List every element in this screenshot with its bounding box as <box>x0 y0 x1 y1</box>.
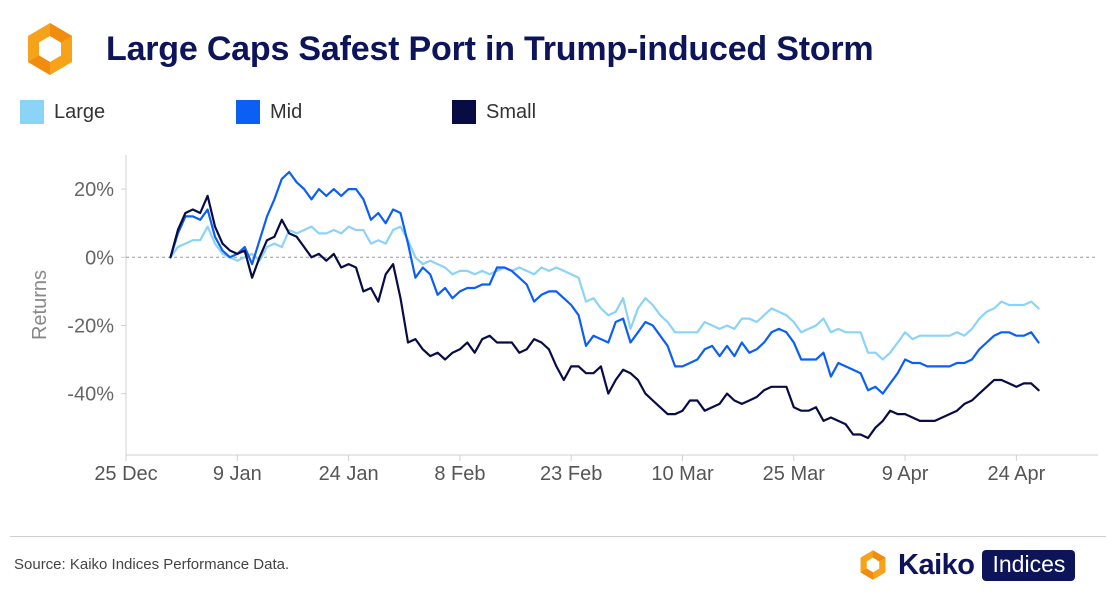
legend: Large Mid Small <box>0 100 700 130</box>
y-tick-label: -20% <box>67 315 114 337</box>
y-tick-label: 20% <box>74 179 114 201</box>
brand-badge: Indices <box>982 549 1076 581</box>
legend-swatch-mid <box>236 100 260 124</box>
legend-item-small[interactable]: Small <box>452 100 536 124</box>
header: Large Caps Safest Port in Trump-induced … <box>20 18 874 80</box>
kaiko-logo-icon <box>860 550 886 580</box>
legend-label-small: Small <box>486 100 537 123</box>
x-tick-label: 8 Feb <box>434 463 485 485</box>
legend-swatch-small <box>452 100 476 124</box>
legend-label-mid: Mid <box>270 100 303 123</box>
y-axis-title: Returns <box>29 270 51 340</box>
x-tick-label: 25 Dec <box>94 463 157 485</box>
legend-label-large: Large <box>54 100 106 123</box>
series-line-mid <box>169 170 1040 395</box>
y-tick-label: 0% <box>85 247 114 269</box>
x-tick-label: 10 Mar <box>651 463 714 485</box>
x-tick-label: 25 Mar <box>763 463 826 485</box>
x-tick-label: 9 Jan <box>213 463 262 485</box>
x-tick-label: 9 Apr <box>882 463 929 485</box>
brand-lockup: Kaiko Indices <box>856 545 1076 585</box>
chart-title: Large Caps Safest Port in Trump-induced … <box>106 29 874 68</box>
y-tick-label: -40% <box>67 384 114 406</box>
x-tick-label: 24 Apr <box>987 463 1045 485</box>
line-chart: 20% 0% -20% -40% 25 Dec 9 Jan 24 Jan 8 Feb 23 Fe… <box>29 155 1098 485</box>
legend-item-large[interactable]: Large <box>20 100 105 124</box>
source-note: Source: Kaiko Indices Performance Data. <box>14 556 290 573</box>
series-line-large <box>169 225 1040 361</box>
legend-item-mid[interactable]: Mid <box>236 100 302 124</box>
brand-name: Kaiko <box>898 548 975 581</box>
series-line-small <box>169 194 1040 440</box>
x-tick-label: 23 Feb <box>540 463 602 485</box>
x-tick-label: 24 Jan <box>319 463 379 485</box>
footer-divider <box>10 536 1106 537</box>
kaiko-logo-icon <box>20 19 80 79</box>
legend-swatch-large <box>20 100 44 124</box>
